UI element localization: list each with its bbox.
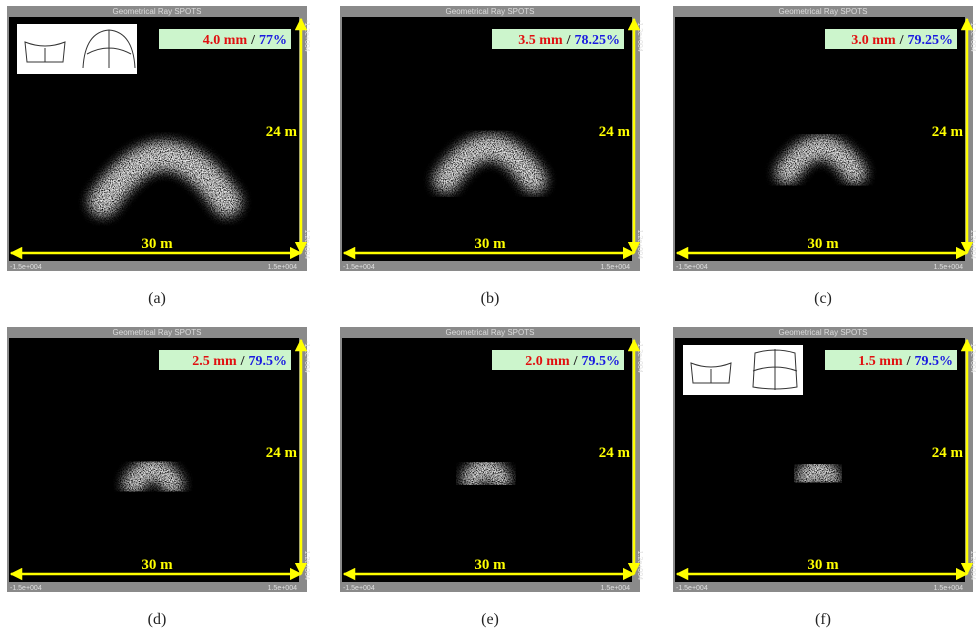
y-min-label: -1.2e+004 <box>303 20 310 52</box>
x-min-label: -1.5e+004 <box>676 264 708 271</box>
width-label: 30 m <box>141 236 173 252</box>
panel-caption: (c) <box>814 290 832 307</box>
panel-caption: (e) <box>481 611 499 628</box>
panel-header: Geometrical Ray SPOTS <box>779 7 868 16</box>
result-label: 2.0 mm/79.5% <box>525 354 620 369</box>
x-max-label: 1.5e+004 <box>268 585 297 592</box>
x-min-label: -1.5e+004 <box>10 585 42 592</box>
y-max-label: 1.2e+004 <box>303 230 310 259</box>
x-max-label: 1.5e+004 <box>934 585 963 592</box>
spot-size: 3.0 mm <box>851 33 896 48</box>
panel-caption: (f) <box>815 611 831 628</box>
plot-area <box>9 338 299 582</box>
x-max-label: 1.5e+004 <box>601 264 630 271</box>
width-label: 30 m <box>807 557 839 573</box>
height-label: 24 m <box>599 445 631 461</box>
panel-header: Geometrical Ray SPOTS <box>113 7 202 16</box>
panel: Geometrical Ray SPOTS -1.5e+004 1.5e+004 -1… <box>340 327 643 592</box>
y-max-label: 1.2e+004 <box>636 230 643 259</box>
lens-inset <box>683 345 803 395</box>
result-label: 3.0 mm/79.25% <box>851 33 953 48</box>
y-max-label: 1.2e+004 <box>969 230 976 259</box>
panel-caption: (d) <box>148 611 167 628</box>
panel: Geometrical Ray SPOTS -1.5e+004 1.5e+004 -1… <box>673 327 976 592</box>
panel: Geometrical Ray SPOTS -1.5e+004 1.5e+004 -1… <box>7 6 310 271</box>
x-min-label: -1.5e+004 <box>343 585 375 592</box>
x-max-label: 1.5e+004 <box>934 264 963 271</box>
spot-size: 2.0 mm <box>525 354 570 369</box>
result-label: 4.0 mm/77% <box>203 33 287 48</box>
inset-bg <box>683 345 803 395</box>
y-min-label: -1.2e+004 <box>636 20 643 52</box>
height-label: 24 m <box>932 124 964 140</box>
efficiency: 78.25% <box>575 33 621 48</box>
panel: Geometrical Ray SPOTS -1.5e+004 1.5e+004 -1… <box>673 6 976 271</box>
width-label: 30 m <box>807 236 839 252</box>
width-label: 30 m <box>141 557 173 573</box>
panel-caption: (a) <box>148 290 166 307</box>
x-min-label: -1.5e+004 <box>676 585 708 592</box>
height-label: 24 m <box>266 124 298 140</box>
panel-header: Geometrical Ray SPOTS <box>446 7 535 16</box>
panel-header: Geometrical Ray SPOTS <box>113 328 202 337</box>
efficiency: 79.25% <box>908 33 954 48</box>
y-min-label: -1.2e+004 <box>636 341 643 373</box>
panel-header: Geometrical Ray SPOTS <box>779 328 868 337</box>
panel-caption: (b) <box>481 290 500 307</box>
width-label: 30 m <box>474 557 506 573</box>
spot-size: 3.5 mm <box>518 33 563 48</box>
y-min-label: -1.2e+004 <box>969 341 976 373</box>
spot-size: 4.0 mm <box>203 33 248 48</box>
panel: Geometrical Ray SPOTS -1.5e+004 1.5e+004 -1… <box>340 6 643 271</box>
height-label: 24 m <box>932 445 964 461</box>
panel-header: Geometrical Ray SPOTS <box>446 328 535 337</box>
page: {"panels": [ {"header": "Geometrical Ray… <box>0 0 977 628</box>
result-label: 1.5 mm/79.5% <box>858 354 953 369</box>
y-max-label: 1.2e+004 <box>969 551 976 580</box>
result-label: 3.5 mm/78.25% <box>518 33 620 48</box>
figure: Geometrical Ray SPOTS -1.5e+004 1.5e+004 -1… <box>0 0 977 628</box>
width-label: 30 m <box>474 236 506 252</box>
efficiency: 79.5% <box>582 354 621 369</box>
x-max-label: 1.5e+004 <box>268 264 297 271</box>
spot-size: 1.5 mm <box>858 354 903 369</box>
height-label: 24 m <box>599 124 631 140</box>
panel: Geometrical Ray SPOTS -1.5e+004 1.5e+004 -1… <box>7 327 310 592</box>
spot-size: 2.5 mm <box>192 354 237 369</box>
y-min-label: -1.2e+004 <box>303 341 310 373</box>
x-min-label: -1.5e+004 <box>343 264 375 271</box>
height-label: 24 m <box>266 445 298 461</box>
x-max-label: 1.5e+004 <box>601 585 630 592</box>
y-min-label: -1.2e+004 <box>969 20 976 52</box>
ray-spot <box>806 469 830 478</box>
lens-inset <box>17 24 137 74</box>
x-min-label: -1.5e+004 <box>10 264 42 271</box>
efficiency: 79.5% <box>915 354 954 369</box>
efficiency: 79.5% <box>249 354 288 369</box>
y-max-label: 1.2e+004 <box>636 551 643 580</box>
efficiency: 77% <box>259 33 287 48</box>
y-max-label: 1.2e+004 <box>303 551 310 580</box>
result-label: 2.5 mm/79.5% <box>192 354 287 369</box>
